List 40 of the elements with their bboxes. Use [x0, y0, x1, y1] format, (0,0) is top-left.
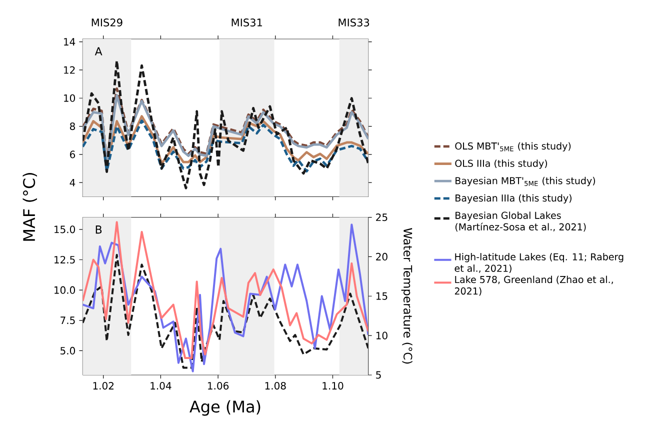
x-tick-label: 1.10: [322, 382, 344, 390]
y2-tick-label: 20: [376, 252, 388, 260]
y-tick-label: 10: [64, 94, 76, 102]
legend-label: OLS MBT'$_{5ME}$ (this study): [455, 142, 571, 152]
x-tick-label: 1.08: [265, 382, 286, 390]
legend-label: OLS IIIa (this study): [455, 160, 548, 169]
x-tick-label: 1.02: [93, 382, 114, 390]
legend-label: High-latitude Lakes (Eq. 11; Raberg et al., 2021): [454, 253, 624, 273]
y-tick-label: 15.0: [54, 226, 76, 234]
y2-tick-label: 15: [376, 292, 388, 300]
y-axis-title: MAF (°C): [22, 172, 37, 241]
y-tick-label: 12: [64, 66, 75, 74]
x-axis-title: Age (Ma): [190, 400, 260, 416]
y-tick-label: 8: [70, 122, 75, 130]
y-tick-label: 14: [64, 38, 76, 46]
band-label: MIS33: [338, 18, 370, 26]
y2-axis-title: Water Temperature (°C): [401, 228, 412, 364]
line-series: [82, 115, 368, 165]
y-tick-label: 5.0: [60, 346, 76, 355]
y-tick-label: 4: [70, 178, 76, 186]
legend-label: Bayesian Global Lakes (Martínez-Sosa et al., 2021): [455, 212, 586, 232]
y-tick-label: 12.5: [54, 256, 75, 264]
legend-label: Bayesian IIIa (this study): [456, 194, 572, 204]
line-series: [82, 119, 368, 173]
y2-tick-label: 25: [376, 213, 388, 222]
band-label: MIS29: [92, 18, 122, 26]
x-tick-label: 1.04: [150, 382, 172, 390]
x-tick-label: 1.06: [208, 382, 229, 390]
y-tick-label: 6: [70, 150, 76, 158]
line-series: [82, 60, 368, 190]
y-tick-label: 10.0: [54, 286, 76, 294]
legend-label: Lake 578, Greenland (Zhao et al., 2021): [454, 276, 613, 296]
y2-tick-label: 10: [376, 332, 388, 340]
annotation: A: [94, 47, 102, 56]
y2-tick-label: 5: [376, 371, 381, 379]
annotation: B: [96, 226, 102, 234]
band-label: MIS31: [232, 18, 262, 26]
y-tick-label: 7.5: [60, 316, 75, 324]
legend-label: Bayesian MBT'$_{5ME}$ (this study): [456, 176, 596, 186]
line-series: [82, 254, 368, 369]
